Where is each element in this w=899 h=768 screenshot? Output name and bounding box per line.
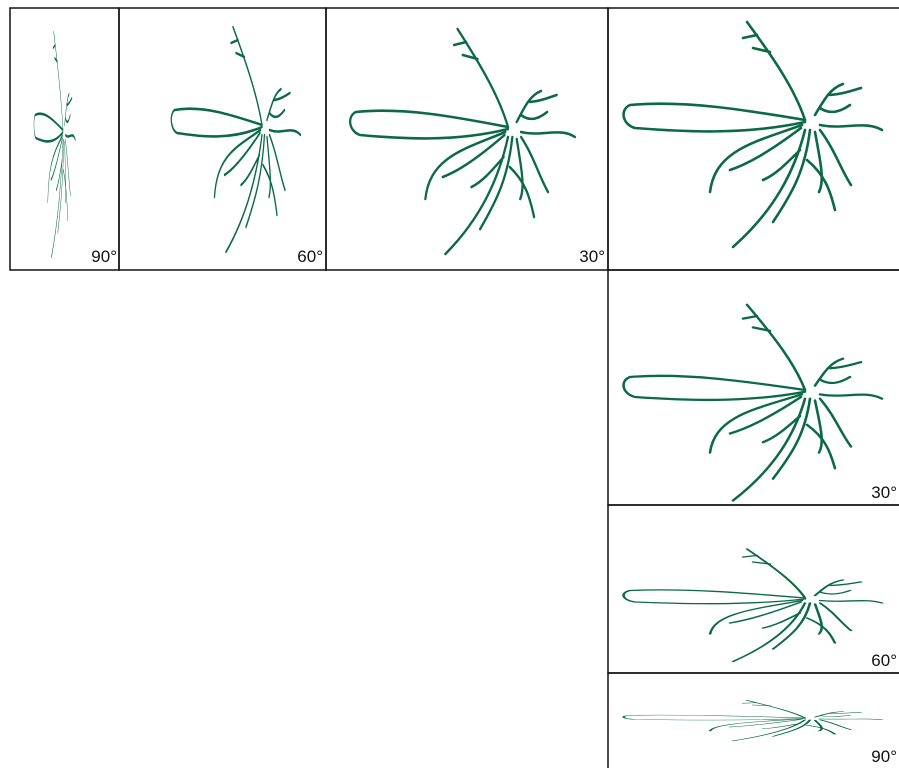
angle-label: 60° <box>871 651 897 670</box>
panel-frame <box>608 673 899 768</box>
neuron-projection <box>624 549 882 662</box>
panel-frame <box>608 270 899 505</box>
page: 90° 60° 30° 30° 60° 90° (() => { const d… <box>0 0 899 768</box>
neuron-projection <box>171 27 300 252</box>
angle-label: 90° <box>871 747 897 766</box>
neuron-projection <box>350 29 575 254</box>
figure: 90° 60° 30° 30° 60° 90° <box>0 0 899 768</box>
neuron-projection <box>624 22 882 247</box>
panel-frame <box>608 505 899 673</box>
neuron-projection <box>624 700 882 741</box>
panel-frame <box>119 8 326 270</box>
angle-label: 90° <box>91 247 117 266</box>
neuron-projection <box>624 305 882 501</box>
panel-frame <box>10 8 119 270</box>
neuron-projection <box>34 32 75 257</box>
angle-label: 60° <box>297 247 323 266</box>
angle-label: 30° <box>579 247 605 266</box>
angle-label: 30° <box>871 483 897 502</box>
